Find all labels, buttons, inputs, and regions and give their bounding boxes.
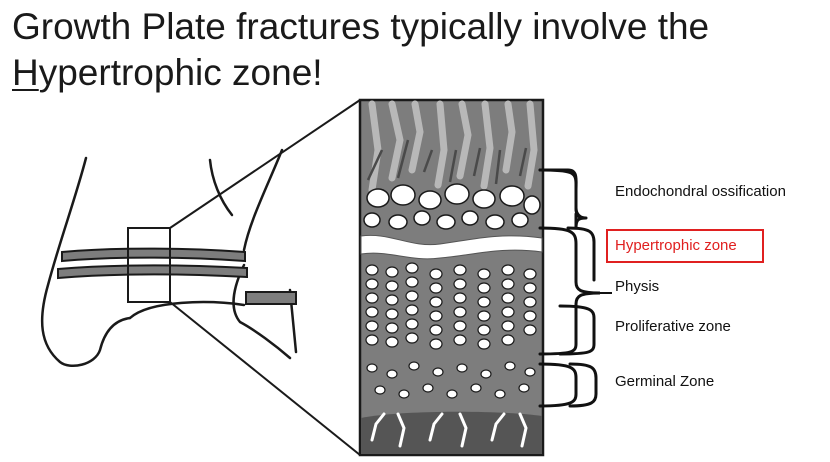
bracket-hypertrophic-to-proliferative bbox=[566, 226, 596, 282]
proliferative-cells bbox=[365, 262, 537, 350]
slide-title: Growth Plate fractures typically involve… bbox=[12, 4, 812, 96]
growth-plate-bands bbox=[57, 247, 297, 305]
epiphysis-vessels bbox=[370, 412, 528, 448]
label-germinal-zone: Germinal Zone bbox=[615, 373, 715, 390]
bone-lower-right bbox=[232, 263, 292, 360]
growth-plate-band-lower bbox=[57, 264, 248, 280]
ossification-cells bbox=[363, 183, 541, 230]
growth-plate-band-upper bbox=[61, 247, 246, 263]
histology-panel bbox=[358, 98, 545, 457]
histology-background bbox=[358, 98, 545, 457]
trabeculae-dark bbox=[366, 139, 528, 185]
bone-lower-left bbox=[128, 300, 246, 320]
zone-brackets bbox=[538, 168, 601, 408]
bracket-endochondral-main bbox=[538, 168, 588, 220]
trabeculae bbox=[368, 100, 538, 194]
bone-outer-right bbox=[242, 148, 284, 252]
bone-illustration bbox=[40, 148, 298, 367]
germinal-cells bbox=[366, 361, 536, 399]
title-line-1: Growth Plate fractures typically involve… bbox=[12, 6, 710, 47]
fracture-line bbox=[360, 234, 543, 260]
title-line-2: ypertrophic zone! bbox=[38, 52, 323, 93]
label-endochondral-ossification: Endochondral ossification bbox=[615, 183, 786, 200]
bracket-germinal-outer bbox=[568, 362, 598, 408]
bracket-proliferative bbox=[558, 304, 596, 356]
bracket-physis bbox=[538, 226, 601, 356]
bracket-germinal bbox=[538, 362, 578, 408]
epiphysis-base bbox=[361, 411, 542, 454]
title-underlined-letter: H bbox=[12, 52, 39, 93]
bone-outer-left bbox=[40, 156, 132, 367]
zoom-line-bottom bbox=[169, 301, 361, 456]
label-proliferative-zone: Proliferative zone bbox=[615, 318, 731, 335]
bracket-endochondral bbox=[538, 168, 587, 229]
zoom-box bbox=[127, 227, 171, 303]
bone-inner-left bbox=[208, 158, 234, 217]
label-physis: Physis bbox=[615, 278, 660, 295]
label-hypertrophic-zone: Hypertrophic zone bbox=[615, 237, 737, 254]
growth-plate-band-right bbox=[245, 291, 297, 305]
hypertrophic-highlight-box bbox=[606, 229, 764, 263]
zoom-line-top bbox=[169, 99, 361, 229]
